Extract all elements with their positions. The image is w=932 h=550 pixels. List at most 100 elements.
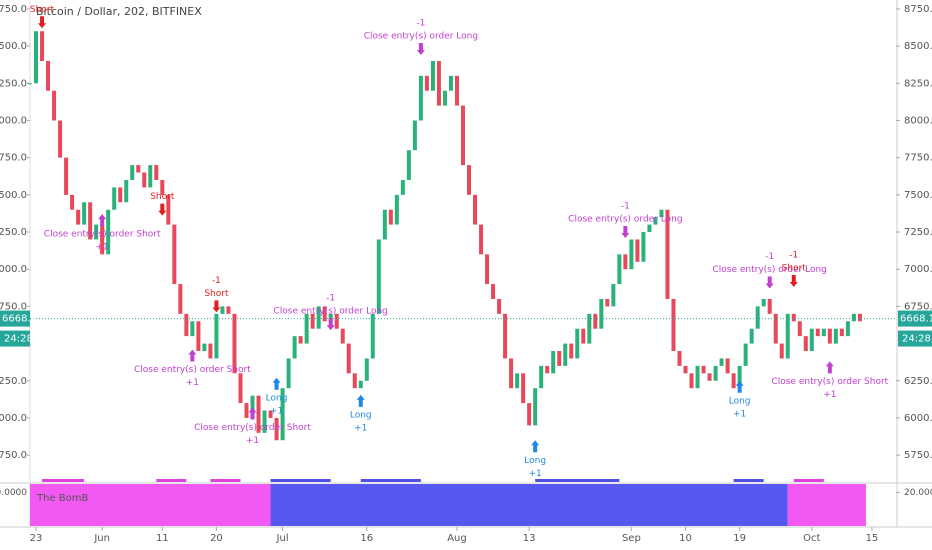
candle <box>611 284 616 307</box>
candle <box>671 298 676 352</box>
signal-arrow <box>825 361 834 374</box>
candle <box>370 313 375 359</box>
candle <box>605 298 610 307</box>
strip-segment <box>210 479 241 482</box>
indicator-tick-label: 20.0000 <box>904 488 932 498</box>
y-tick-label: 6250.0 <box>0 376 27 387</box>
candle <box>707 373 712 381</box>
signal-label: Short <box>30 5 55 15</box>
candle <box>430 60 435 91</box>
candle <box>491 284 496 299</box>
candle <box>803 336 808 352</box>
candle <box>46 60 51 91</box>
signal-label: Long <box>524 456 546 466</box>
candle <box>521 373 526 404</box>
candle <box>124 179 129 203</box>
signal-label: Close entry(s) order Long <box>364 32 478 42</box>
signal-arrow <box>765 276 774 289</box>
strip-segment <box>733 479 764 482</box>
candle <box>773 313 778 344</box>
candle <box>701 365 706 374</box>
y-tick-label: 7000.0 <box>0 264 27 275</box>
signal-arrow <box>789 275 798 288</box>
candle <box>364 358 369 381</box>
candle <box>575 328 580 359</box>
candle <box>755 306 760 329</box>
candle <box>166 194 171 225</box>
candle <box>304 313 309 344</box>
y-tick-label: 7500.0 <box>0 190 27 201</box>
x-tick-label: 15 <box>866 533 879 544</box>
candle <box>647 224 652 233</box>
y-tick-label: 6750.0 <box>0 301 27 312</box>
signal-qty: -1 <box>326 294 335 304</box>
y-tick-label: 8000.0 <box>0 115 27 126</box>
signal-arrow <box>356 394 365 407</box>
candle <box>779 343 784 359</box>
candle <box>202 343 207 352</box>
candle <box>821 328 826 337</box>
countdown-label: 24:28 <box>4 334 33 345</box>
strip-segment <box>535 479 620 482</box>
candle <box>761 298 766 307</box>
candle <box>250 395 255 418</box>
y-tick-label: 6750.0 <box>904 301 932 312</box>
signal-arrow <box>38 16 47 29</box>
candle <box>328 313 333 322</box>
candle <box>394 194 399 225</box>
candle <box>677 351 682 366</box>
candle <box>845 321 850 337</box>
candle <box>322 306 327 322</box>
candle <box>713 365 718 381</box>
candle <box>100 224 105 255</box>
candle <box>545 365 550 374</box>
candle <box>569 343 574 359</box>
candle <box>454 75 459 106</box>
signal-qty: -1 <box>212 276 221 286</box>
signal-arrow <box>531 440 540 453</box>
x-tick-label: Jul <box>276 533 289 544</box>
candle <box>358 380 363 389</box>
candle <box>743 343 748 366</box>
candle <box>334 313 339 329</box>
signal-label: Short <box>150 192 175 202</box>
x-tick-label: 10 <box>679 533 692 544</box>
signal-qty: +1 <box>823 390 836 400</box>
last-price-label: 6668.1 <box>2 314 37 325</box>
x-tick-label: 20 <box>210 533 223 544</box>
signal-arrow <box>98 214 107 227</box>
y-tick-label: 7250.0 <box>0 227 27 238</box>
candle <box>557 351 562 366</box>
signal-qty: -1 <box>789 251 798 261</box>
candle <box>280 388 285 441</box>
candle <box>503 313 508 359</box>
candle <box>497 298 502 314</box>
y-tick-label: 5750.0 <box>904 450 932 461</box>
candle <box>406 150 411 180</box>
candle <box>82 202 87 225</box>
candle <box>340 328 345 344</box>
y-tick-label: 8000.0 <box>904 115 932 126</box>
signal-label: Short <box>782 264 807 274</box>
signal-label: Long <box>350 410 372 420</box>
candle <box>352 373 357 389</box>
candle <box>424 75 429 91</box>
signal-arrow <box>416 43 425 56</box>
candle <box>827 328 832 344</box>
candle <box>767 298 772 314</box>
candle <box>539 365 544 389</box>
candle <box>316 306 321 329</box>
y-tick-label: 7250.0 <box>904 227 932 238</box>
candle <box>436 60 441 106</box>
candle <box>527 403 532 426</box>
signal-qty: +1 <box>96 243 109 253</box>
x-tick-label: Aug <box>447 533 467 544</box>
candle <box>635 239 640 262</box>
candle <box>551 351 556 374</box>
candle <box>749 328 754 344</box>
signal-label: Close entry(s) order Long <box>273 307 387 317</box>
candle <box>220 306 225 314</box>
candle <box>184 313 189 337</box>
strip-segment <box>793 479 824 482</box>
candle <box>142 172 147 188</box>
